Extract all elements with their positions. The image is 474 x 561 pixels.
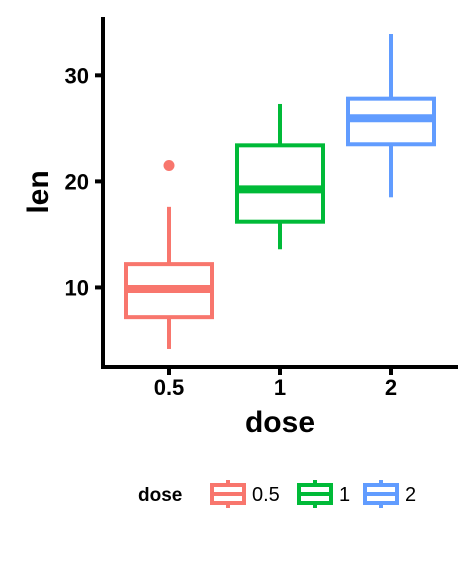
x-axis-title: dose xyxy=(245,406,315,439)
legend-label: 1 xyxy=(339,484,350,506)
legend-entry-1: 1 xyxy=(297,480,350,508)
x-axis-ticks: 0.5 1 2 xyxy=(154,367,397,400)
x-tick-label: 1 xyxy=(274,375,286,400)
x-tick-label: 2 xyxy=(385,375,397,400)
outlier-point xyxy=(163,159,175,171)
y-tick-label: 30 xyxy=(65,63,89,88)
plot-boxes xyxy=(124,33,436,349)
box-2 xyxy=(346,33,436,198)
y-tick-label: 20 xyxy=(65,169,89,194)
y-axis-title: len xyxy=(22,170,55,213)
y-tick-label: 10 xyxy=(65,275,89,300)
legend: dose 0.5 1 2 xyxy=(138,480,416,508)
legend-label: 2 xyxy=(405,484,416,506)
legend-label: 0.5 xyxy=(252,484,280,506)
x-tick-label: 0.5 xyxy=(154,375,185,400)
legend-entry-2: 2 xyxy=(363,480,416,508)
box-1 xyxy=(235,103,325,250)
box-0-5 xyxy=(124,159,214,349)
legend-entry-0-5: 0.5 xyxy=(210,480,280,508)
y-axis-ticks: 10 20 30 xyxy=(65,63,103,300)
legend-title: dose xyxy=(138,485,182,506)
box-iqr xyxy=(235,143,325,224)
